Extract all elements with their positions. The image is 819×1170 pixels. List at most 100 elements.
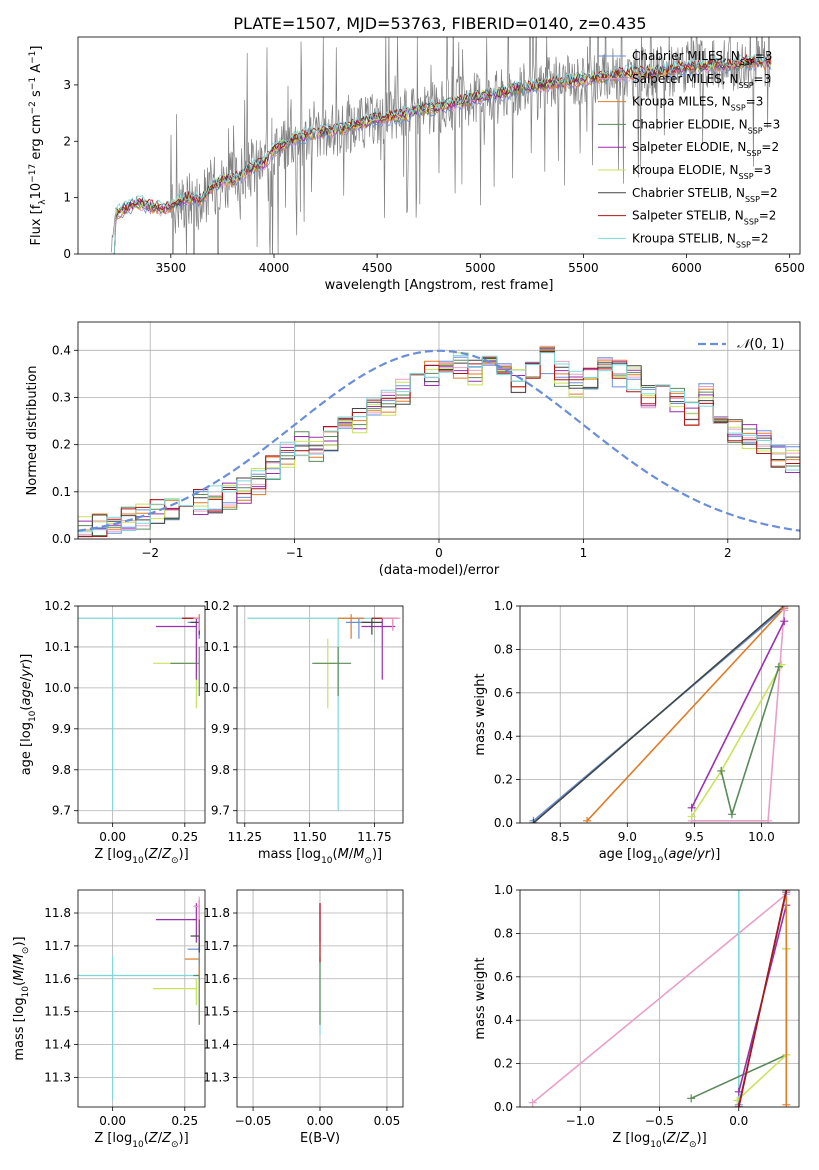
histogram-chabrier_elodie bbox=[78, 347, 800, 539]
y-tick-label: 11.5 bbox=[44, 1005, 71, 1019]
y-tick-label: 0.2 bbox=[494, 1057, 513, 1071]
weight-marker-chabrier_elodie bbox=[727, 810, 736, 819]
weight-marker-salpeter_miles bbox=[764, 816, 773, 823]
y-tick-label: 11.7 bbox=[44, 939, 71, 953]
legend-label-kroupa_stelib: Kroupa STELIB, NSSP=2 bbox=[632, 231, 769, 249]
y-axis-label: mass [log10(M/M⊙)] bbox=[12, 936, 31, 1060]
y-tick-label: 0.4 bbox=[52, 343, 71, 357]
mass_vs_Z-panel: 0.00 0.25 11.3 11.4 11.5 11.6 11.7 11.8 Z [log10… bbox=[12, 889, 206, 1150]
y-tick-label: 9.9 bbox=[211, 722, 230, 736]
legend-label-kroupa_elodie: Kroupa ELODIE, NSSP=3 bbox=[632, 163, 771, 181]
y-tick-label: 9.7 bbox=[52, 804, 71, 818]
x-tick-label: −1 bbox=[286, 546, 304, 560]
y-tick-label: 11.6 bbox=[203, 972, 230, 986]
y-tick-label: 0.1 bbox=[52, 485, 71, 499]
weight-marker-kroupa_elodie bbox=[687, 812, 696, 821]
y-tick-label: 10.0 bbox=[44, 681, 71, 695]
y-axis-label: mass weight bbox=[473, 673, 488, 755]
x-tick-label: 4500 bbox=[362, 261, 393, 275]
x-tick-label: 6000 bbox=[671, 261, 702, 275]
y-tick-label: 11.4 bbox=[44, 1038, 71, 1052]
x-tick-label: 0.25 bbox=[171, 830, 198, 844]
weight-marker-chabrier_elodie bbox=[687, 1094, 696, 1103]
y-tick-label: 9.8 bbox=[211, 763, 230, 777]
axes-frame bbox=[519, 889, 800, 1108]
legend-label-chabrier_elodie: Chabrier ELODIE, NSSP=3 bbox=[632, 117, 780, 135]
x-tick-label: 0.25 bbox=[171, 1114, 198, 1128]
weight-marker-chabrier_stelib bbox=[529, 819, 538, 823]
weight-marker-salpeter_elodie bbox=[687, 803, 696, 812]
model-spectrum-chabrier_miles bbox=[111, 60, 772, 254]
y-tick-label: 10.2 bbox=[44, 599, 71, 613]
y-axis-label: Normed distribution bbox=[25, 366, 40, 496]
legend-label-chabrier_stelib: Chabrier STELIB, NSSP=2 bbox=[632, 186, 778, 204]
mass_vs_ebv-panel: −0.05 0.00 0.05 11.3 11.4 11.5 11.6 11.7 11.8 E(B… bbox=[203, 889, 404, 1146]
x-axis-label: mass [log10(M/M⊙)] bbox=[258, 847, 382, 866]
histogram-kroupa_miles bbox=[78, 346, 800, 539]
model-spectrum-kroupa_miles bbox=[111, 59, 772, 254]
legend-label-chabrier_miles: Chabrier MILES, NSSP=3 bbox=[632, 49, 772, 67]
y-tick-label: 11.7 bbox=[203, 939, 230, 953]
weight-marker-salpeter_stelib bbox=[782, 890, 791, 894]
y-tick-label: 11.8 bbox=[44, 906, 71, 920]
mass_weight_vs_Z-panel: −1.0 −0.5 0.0 0.0 0.2 0.4 0.6 0.8 1.0 Z [log10(Z/… bbox=[473, 883, 800, 1150]
y-tick-label: 2 bbox=[63, 134, 71, 148]
mass_weight_vs_Z-plot-area bbox=[528, 890, 791, 1107]
weight-line-salpeter_elodie bbox=[690, 620, 785, 809]
residuals-plot-area bbox=[78, 345, 800, 539]
y-tick-label: 0.2 bbox=[52, 438, 71, 452]
weight-marker-salpeter_stelib bbox=[734, 1103, 743, 1107]
y-tick-label: 10.1 bbox=[203, 640, 230, 654]
weight-marker-kroupa_stelib bbox=[734, 890, 743, 894]
y-tick-label: 11.3 bbox=[44, 1070, 71, 1084]
x-tick-label: 11.25 bbox=[228, 830, 262, 844]
x-tick-label: 8.5 bbox=[551, 830, 570, 844]
y-tick-label: 0.8 bbox=[494, 926, 513, 940]
y-tick-label: 0.2 bbox=[494, 773, 513, 787]
y-tick-label: 11.8 bbox=[203, 906, 230, 920]
x-axis-label: E(B-V) bbox=[300, 1131, 340, 1146]
x-tick-label: 10.0 bbox=[748, 830, 775, 844]
y-tick-label: 10.0 bbox=[203, 681, 230, 695]
axes-frame bbox=[236, 889, 404, 1108]
x-tick-label: 4000 bbox=[259, 261, 290, 275]
model-spectrum-kroupa_elodie bbox=[111, 56, 772, 254]
weight-marker-salpeter_miles bbox=[528, 1098, 537, 1107]
x-tick-label: −1.0 bbox=[566, 1114, 595, 1128]
y-axis-label: age [log10(age/yr)] bbox=[19, 654, 38, 776]
weight-marker-chabrier_elodie bbox=[717, 766, 726, 775]
axes-frame bbox=[77, 605, 206, 824]
weight-line-kroupa_elodie bbox=[691, 664, 783, 817]
x-tick-label: 9.5 bbox=[685, 830, 704, 844]
legend-label-salpeter_stelib: Salpeter STELIB, NSSP=2 bbox=[632, 209, 776, 227]
y-tick-label: 9.7 bbox=[211, 804, 230, 818]
x-tick-label: 0.00 bbox=[99, 830, 126, 844]
model-spectrum-salpeter_elodie bbox=[111, 56, 772, 254]
axes-frame bbox=[77, 889, 206, 1108]
histogram-salpeter_miles bbox=[78, 345, 800, 539]
weight-line-chabrier_stelib bbox=[532, 606, 785, 823]
y-tick-label: 0.4 bbox=[494, 1013, 513, 1027]
x-tick-label: 0.00 bbox=[99, 1114, 126, 1128]
x-tick-label: 0.00 bbox=[307, 1114, 334, 1128]
y-tick-label: 0.6 bbox=[494, 970, 513, 984]
y-tick-label: 1 bbox=[63, 191, 71, 205]
x-tick-label: 1 bbox=[580, 546, 588, 560]
x-axis-label: wavelength [Angstrom, rest frame] bbox=[325, 278, 554, 293]
y-tick-label: 0.0 bbox=[494, 1100, 513, 1114]
legend-label-gauss: 𝒩(0, 1) bbox=[737, 337, 784, 352]
histogram-chabrier_miles bbox=[78, 356, 800, 539]
x-axis-label: Z [log10(Z/Z⊙)] bbox=[612, 1131, 706, 1150]
weight-marker-salpeter_elodie bbox=[780, 617, 789, 626]
y-tick-label: 0.0 bbox=[52, 532, 71, 546]
y-tick-label: 11.4 bbox=[203, 1038, 230, 1052]
weight-marker-chabrier_elodie bbox=[774, 662, 783, 671]
x-axis-label: (data-model)/error bbox=[379, 563, 500, 578]
y-tick-label: 11.6 bbox=[44, 972, 71, 986]
mass_weight_vs_age-plot-area bbox=[529, 606, 789, 823]
x-tick-label: 5500 bbox=[568, 261, 599, 275]
y-tick-label: 1.0 bbox=[494, 883, 513, 897]
weight-line-salpeter_miles bbox=[532, 893, 787, 1104]
age_vs_mass-plot-area bbox=[247, 614, 401, 811]
